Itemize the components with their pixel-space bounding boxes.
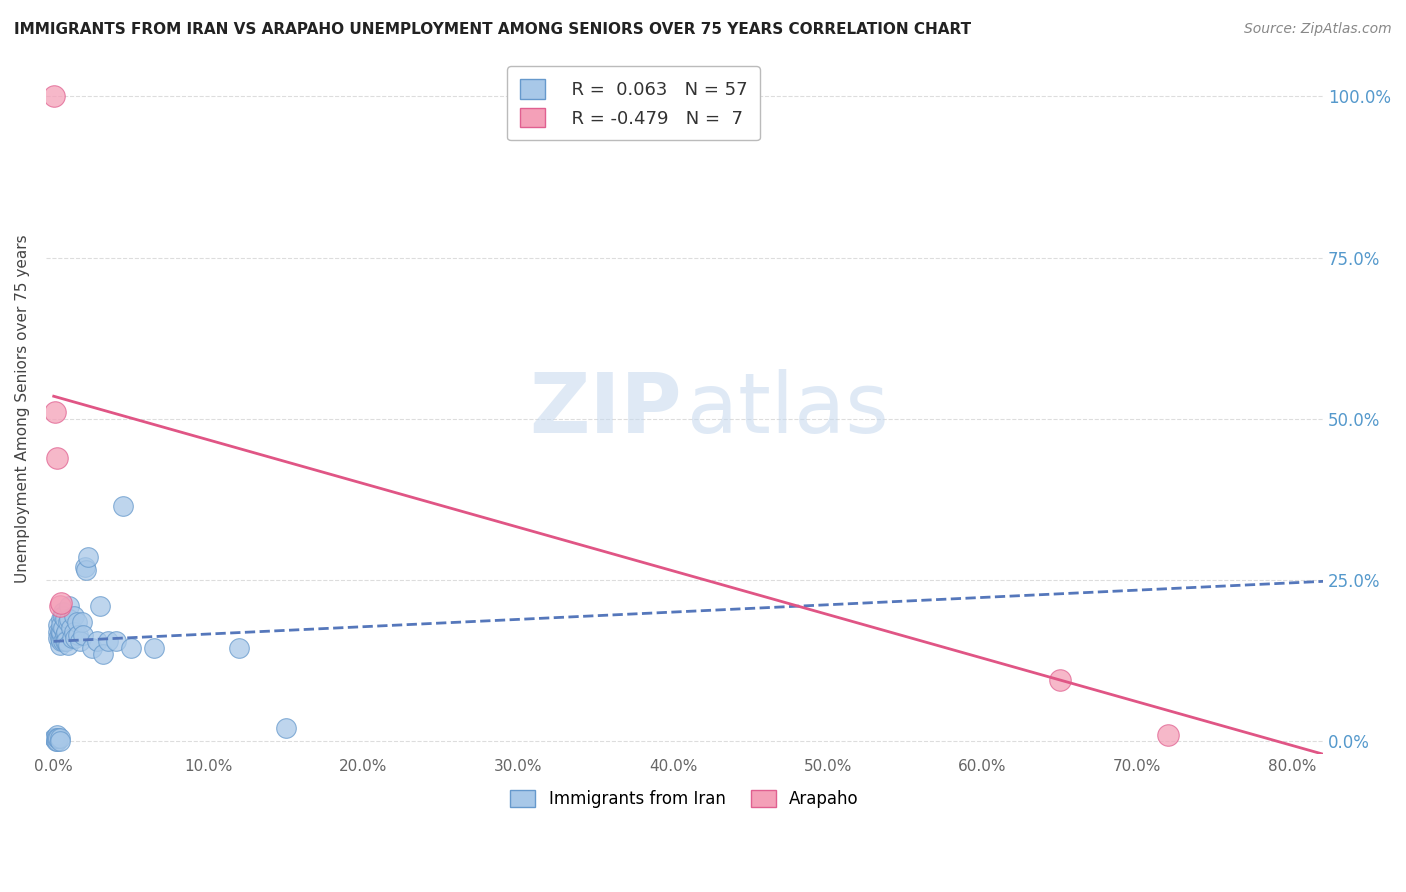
Point [1049, 673, 1071, 687]
Point [45, 734, 67, 748]
Point [56, 615, 79, 629]
Point [53, 628, 76, 642]
Point [86, 634, 108, 648]
Point [55, 634, 77, 648]
Point [67, 628, 90, 642]
Point [97, 634, 120, 648]
Text: atlas: atlas [688, 368, 889, 450]
Point [76, 550, 98, 565]
Point [63, 624, 86, 639]
Point [44, 731, 66, 745]
Point [52, 622, 75, 636]
Point [89, 599, 111, 613]
Point [73, 560, 96, 574]
Point [51, 596, 73, 610]
Legend: Immigrants from Iran, Arapaho: Immigrants from Iran, Arapaho [503, 783, 865, 815]
Point [52, 605, 75, 619]
Point [49, 731, 72, 745]
Point [48, 624, 70, 639]
Text: ZIP: ZIP [530, 368, 682, 450]
Point [44, 405, 66, 419]
Point [51, 624, 73, 639]
Point [63, 608, 86, 623]
Point [69, 634, 91, 648]
Point [45, 450, 67, 465]
Point [59, 622, 82, 636]
Point [44, 731, 66, 745]
Point [66, 615, 89, 629]
Text: IMMIGRANTS FROM IRAN VS ARAPAHO UNEMPLOYMENT AMONG SENIORS OVER 75 YEARS CORRELA: IMMIGRANTS FROM IRAN VS ARAPAHO UNEMPLOY… [14, 22, 972, 37]
Text: Source: ZipAtlas.com: Source: ZipAtlas.com [1244, 22, 1392, 37]
Point [51, 612, 73, 626]
Point [1157, 728, 1180, 742]
Point [72, 628, 94, 642]
Point [60, 631, 83, 645]
Point [45, 734, 67, 748]
Point [44, 89, 66, 103]
Point [112, 499, 135, 513]
Point [45, 731, 67, 745]
Point [51, 628, 73, 642]
Point [48, 618, 70, 632]
Point [48, 731, 70, 745]
Point [45, 728, 67, 742]
Point [75, 563, 97, 577]
Point [65, 631, 87, 645]
Point [53, 634, 76, 648]
Point [70, 615, 93, 629]
Point [58, 612, 80, 626]
Point [91, 647, 114, 661]
Point [104, 634, 127, 648]
Point [51, 618, 73, 632]
Y-axis label: Unemployment Among Seniors over 75 years: Unemployment Among Seniors over 75 years [15, 235, 30, 583]
Point [52, 634, 75, 648]
Point [49, 599, 72, 613]
Point [49, 638, 72, 652]
Point [82, 640, 104, 655]
Point [53, 612, 76, 626]
Point [48, 631, 70, 645]
Point [49, 734, 72, 748]
Point [49, 624, 72, 639]
Point [52, 608, 75, 623]
Point [56, 638, 79, 652]
Point [58, 599, 80, 613]
Point [228, 640, 250, 655]
Point [274, 722, 297, 736]
Point [120, 640, 142, 655]
Point [55, 624, 77, 639]
Point [49, 631, 72, 645]
Point [143, 640, 166, 655]
Point [51, 634, 73, 648]
